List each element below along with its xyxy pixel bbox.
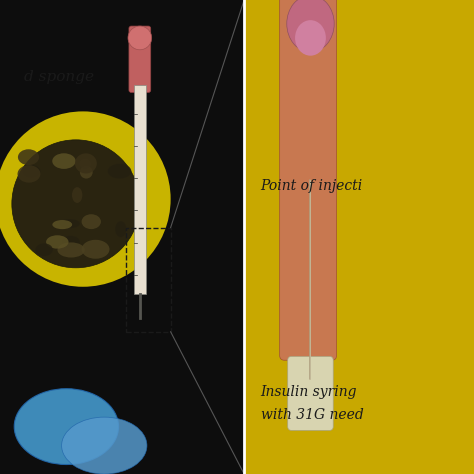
Ellipse shape [80,159,91,169]
FancyBboxPatch shape [129,26,151,92]
Text: with 31G need: with 31G need [261,409,364,422]
FancyBboxPatch shape [280,0,337,360]
Bar [0,0,244,474]
Circle shape [12,140,140,268]
Ellipse shape [59,219,80,228]
FancyBboxPatch shape [288,356,333,430]
Ellipse shape [80,166,92,179]
Ellipse shape [36,243,53,256]
Ellipse shape [295,20,326,55]
Ellipse shape [287,0,334,52]
Ellipse shape [18,165,40,182]
Ellipse shape [22,165,40,178]
Ellipse shape [18,149,39,165]
Ellipse shape [108,164,131,179]
Ellipse shape [62,417,147,474]
Ellipse shape [57,242,85,257]
Text: Point of injecti: Point of injecti [261,179,363,192]
Ellipse shape [46,235,69,249]
Ellipse shape [82,240,109,259]
Bar [244,0,474,474]
Bar [126,228,171,332]
Bar [134,85,146,294]
Ellipse shape [75,154,97,173]
Ellipse shape [52,220,72,229]
Ellipse shape [62,236,80,248]
Ellipse shape [14,389,118,465]
Circle shape [0,111,171,287]
Ellipse shape [72,187,82,203]
Text: Insulin syring: Insulin syring [261,385,357,399]
Circle shape [128,26,152,50]
Ellipse shape [82,214,101,229]
Text: d sponge: d sponge [24,70,94,83]
Ellipse shape [52,153,76,169]
Ellipse shape [115,221,127,237]
